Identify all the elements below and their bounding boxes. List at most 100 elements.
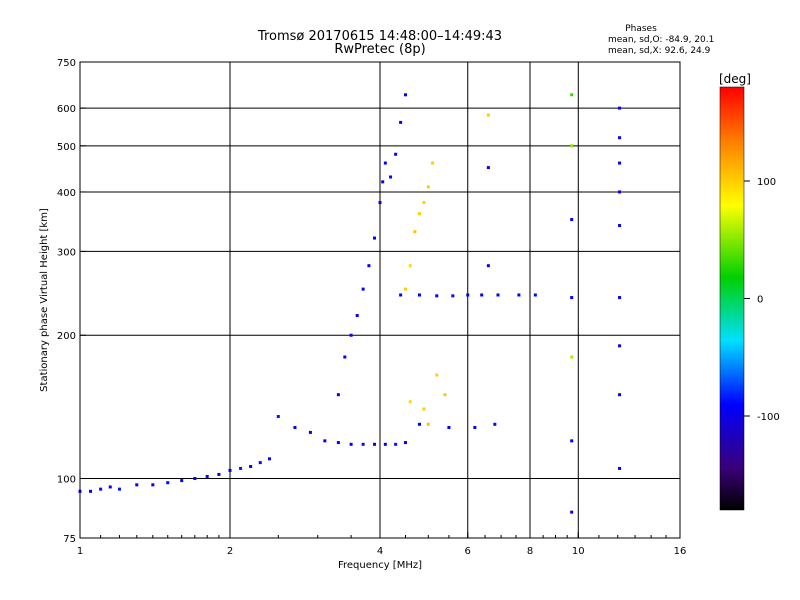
data-point: [373, 236, 377, 240]
data-point: [496, 293, 500, 297]
x-tick-label: 1: [77, 546, 83, 557]
data-point: [447, 425, 451, 429]
data-point: [403, 287, 407, 291]
data-point: [570, 93, 574, 97]
data-point: [108, 485, 112, 489]
data-point: [336, 393, 340, 397]
data-point: [394, 152, 398, 156]
data-point: [417, 212, 421, 216]
data-point: [533, 293, 537, 297]
data-point: [570, 355, 574, 359]
x-tick-label: 2: [227, 546, 233, 557]
data-point: [570, 510, 574, 514]
data-point: [343, 355, 347, 359]
data-point: [570, 296, 574, 300]
colorbar-gradient: [719, 86, 745, 511]
data-point: [493, 422, 497, 426]
data-point: [473, 425, 477, 429]
data-point: [394, 442, 398, 446]
data-point: [426, 422, 430, 426]
data-point: [618, 344, 622, 348]
data-point: [217, 472, 221, 476]
data-point: [349, 442, 353, 446]
colorbar: [deg] 100 0 -100: [719, 72, 780, 511]
data-point: [435, 373, 439, 377]
data-point: [399, 120, 403, 124]
data-point: [618, 161, 622, 165]
stats-line-o: mean, sd,O: -84.9, 20.1: [608, 35, 714, 45]
data-point: [381, 180, 385, 184]
data-point: [383, 161, 387, 165]
data-point: [570, 439, 574, 443]
data-point: [570, 144, 574, 148]
data-point: [367, 264, 371, 268]
data-point: [618, 466, 622, 470]
data-point: [486, 264, 490, 268]
data-point: [361, 287, 365, 291]
data-point: [361, 442, 365, 446]
colorbar-tick-label: -100: [757, 412, 780, 423]
x-tick-label: 8: [527, 546, 533, 557]
data-point: [99, 487, 103, 491]
chart-subtitle: RwPretec (8p): [334, 42, 425, 57]
colorbar-tick-label: 0: [757, 295, 763, 306]
data-point: [205, 474, 209, 478]
data-point: [618, 393, 622, 397]
data-point: [228, 468, 232, 472]
data-point: [355, 314, 359, 318]
data-point: [166, 481, 170, 485]
data-point: [408, 264, 412, 268]
data-point: [426, 185, 430, 189]
data-point: [517, 293, 521, 297]
y-axis-label: Stationary phase Virtual Height [km]: [39, 208, 50, 392]
data-point: [403, 93, 407, 97]
data-point: [336, 441, 340, 445]
data-point: [349, 333, 353, 337]
data-point: [378, 201, 382, 205]
data-point: [135, 483, 139, 487]
y-tick-label: 300: [57, 247, 76, 258]
y-tick-label: 500: [57, 142, 76, 153]
data-point: [417, 293, 421, 297]
y-tick-label: 400: [57, 188, 76, 199]
data-point: [276, 414, 280, 418]
grid-lines: [80, 62, 680, 538]
data-point: [389, 175, 393, 179]
colorbar-ticks: 100 0 -100: [744, 177, 780, 423]
data-point: [618, 296, 622, 300]
stats-heading: Phases: [625, 24, 657, 34]
data-point: [89, 489, 93, 493]
data-point: [413, 230, 417, 234]
data-point: [570, 218, 574, 222]
y-tick-label: 200: [57, 331, 76, 342]
data-point: [486, 166, 490, 170]
data-point: [323, 439, 327, 443]
x-tick-label: 6: [465, 546, 471, 557]
data-point: [258, 461, 262, 465]
data-point: [117, 487, 121, 491]
data-point: [399, 293, 403, 297]
y-tick-label: 100: [57, 475, 76, 486]
data-point: [408, 400, 412, 404]
data-point: [403, 441, 407, 445]
data-point: [618, 106, 622, 110]
y-tick-label: 75: [63, 534, 76, 545]
plot-area: 1 2 4 6 8 10 16 75 100 200 300 400 500 600 750: [57, 58, 686, 557]
data-point: [431, 161, 435, 165]
data-point: [486, 113, 490, 117]
data-point: [435, 294, 439, 298]
data-point: [451, 294, 455, 298]
data-point: [443, 393, 447, 397]
data-point: [267, 457, 271, 461]
y-tick-label: 600: [57, 104, 76, 115]
data-point: [466, 293, 470, 297]
colorbar-label: [deg]: [719, 72, 751, 86]
colorbar-tick-label: 100: [757, 177, 776, 188]
data-point: [417, 422, 421, 426]
data-point: [480, 293, 484, 297]
x-axis-label: Frequency [MHz]: [338, 560, 422, 571]
x-tick-label: 10: [572, 546, 585, 557]
data-point: [239, 466, 243, 470]
x-tick-label: 16: [674, 546, 687, 557]
data-point: [151, 483, 155, 487]
